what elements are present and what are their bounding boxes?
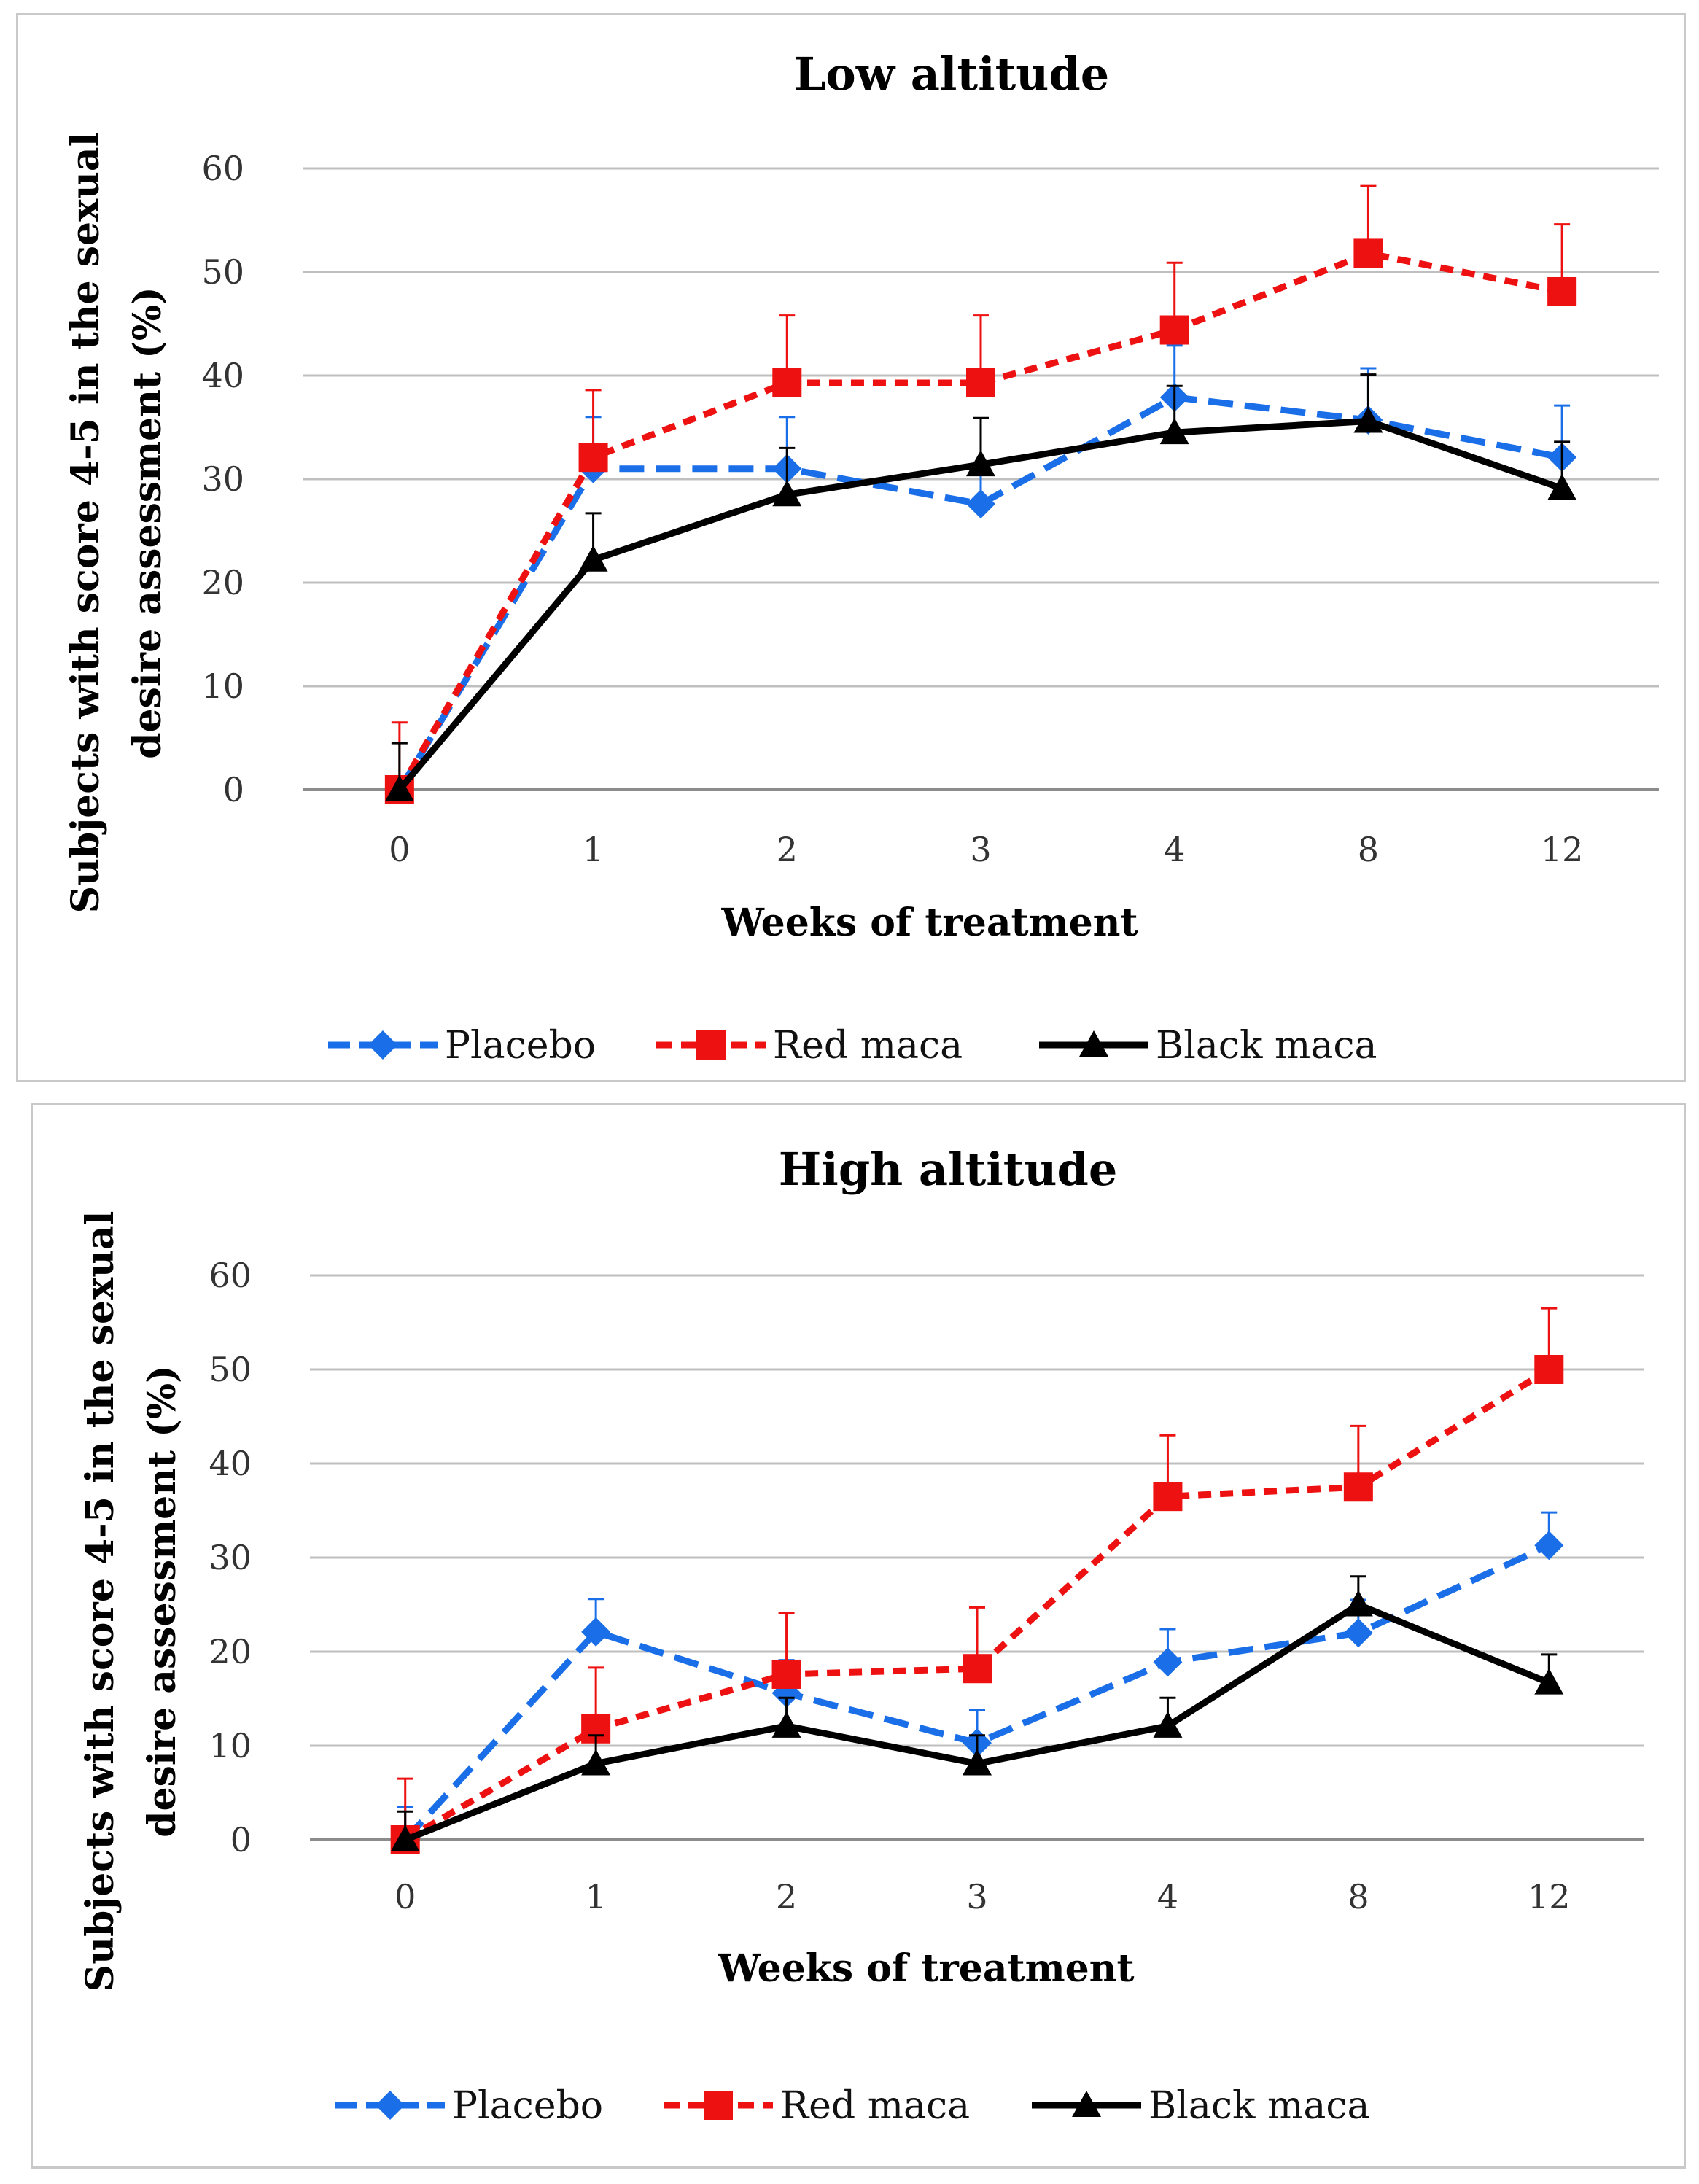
data-point (772, 480, 802, 507)
data-point (963, 1749, 992, 1776)
y-tick-label: 40 (201, 356, 244, 395)
x-axis-title: Weeks of treatment (720, 901, 1138, 945)
y-tick-label: 10 (209, 1726, 252, 1765)
x-tick-label: 1 (586, 1877, 607, 1916)
data-point (1159, 315, 1189, 345)
data-point (1547, 473, 1577, 500)
legend-label: Black maca (1148, 2084, 1369, 2128)
data-point (772, 368, 802, 397)
data-point (771, 1659, 801, 1689)
legend-item-red-maca: Red maca (664, 2084, 970, 2128)
y-tick-label: 50 (201, 252, 244, 292)
data-point (1153, 1711, 1183, 1738)
x-tick-label: 3 (966, 1877, 987, 1916)
series-placebo (384, 344, 1577, 804)
series-line (403, 1542, 1551, 1843)
data-point (578, 443, 608, 473)
data-point (963, 1654, 992, 1684)
legend-marker (1072, 2091, 1101, 2117)
legend-item-black-maca: Black maca (1039, 1024, 1377, 1068)
data-point (1534, 1531, 1564, 1561)
y-axis-title: desire assessment (%) (140, 1365, 184, 1838)
y-tick-label: 30 (209, 1538, 252, 1577)
x-tick-label: 2 (777, 830, 798, 869)
data-point (1343, 1472, 1373, 1502)
data-point (966, 450, 995, 477)
x-tick-label: 3 (970, 830, 991, 869)
series-red-maca (390, 1307, 1564, 1854)
data-point (581, 1749, 611, 1776)
y-tick-label: 30 (201, 459, 244, 499)
legend-label: Red maca (773, 1024, 963, 1068)
series-black-maca (384, 373, 1577, 801)
chart-panel-high-altitude: High altitude 0 10 20 30 40 50 60 0 1 2 3 4 8 12 Weeks … (31, 1103, 1686, 2169)
y-tick-label: 60 (201, 149, 244, 188)
data-point (1343, 1618, 1373, 1648)
legend-item-black-maca: Black maca (1032, 2084, 1369, 2128)
x-tick-label: 12 (1528, 1877, 1571, 1916)
chart-panel-low-altitude: Low altitude 0 10 20 30 40 50 60 0 1 2 3 4 8 12 Weeks o… (16, 13, 1686, 1082)
y-tick-label: 0 (223, 770, 244, 809)
x-axis-title: Weeks of treatment (717, 1946, 1134, 1991)
data-point (966, 368, 995, 397)
y-axis-title: Subjects with score 4-5 in the sexual (78, 1211, 123, 1992)
data-point (390, 1825, 420, 1851)
series-black-maca (390, 1575, 1564, 1851)
legend-item-red-maca: Red maca (656, 1024, 963, 1068)
y-axis-title: Subjects with score 4-5 in the sexual (63, 133, 108, 914)
legend-label: Placebo (445, 1024, 596, 1068)
legend-marker (1079, 1030, 1108, 1057)
legend-marker (368, 1030, 397, 1060)
data-point (1153, 1482, 1183, 1512)
x-tick-label: 8 (1358, 830, 1379, 869)
data-point (1353, 406, 1383, 433)
x-tick-label: 8 (1348, 1877, 1369, 1916)
y-tick-label: 10 (201, 667, 244, 706)
x-tick-label: 12 (1541, 830, 1584, 869)
data-point (1534, 1668, 1564, 1695)
data-point (1534, 1355, 1564, 1384)
data-point (1159, 418, 1189, 445)
y-tick-label: 20 (201, 563, 244, 602)
y-axis-title: desire assessment (%) (125, 287, 170, 759)
x-tick-label: 4 (1157, 1877, 1178, 1916)
x-tick-label: 0 (389, 830, 410, 869)
data-point (578, 545, 608, 572)
data-point (771, 1711, 801, 1738)
legend-marker (704, 2091, 733, 2120)
legend-item-placebo: Placebo (328, 1024, 596, 1068)
y-tick-label: 50 (209, 1350, 252, 1389)
legend-item-placebo: Placebo (335, 2084, 603, 2128)
x-tick-label: 0 (394, 1877, 416, 1916)
chart-title: High altitude (779, 1143, 1118, 1196)
data-point (1353, 238, 1383, 268)
data-point (966, 489, 995, 519)
y-tick-label: 0 (230, 1820, 252, 1859)
x-tick-label: 4 (1164, 830, 1185, 869)
chart-title: Low altitude (794, 47, 1109, 101)
data-point (384, 775, 414, 801)
data-point (1153, 1647, 1183, 1677)
y-tick-label: 60 (209, 1256, 252, 1295)
y-tick-label: 40 (209, 1444, 252, 1483)
legend-label: Placebo (452, 2084, 603, 2128)
legend-marker (696, 1030, 726, 1060)
y-tick-label: 20 (209, 1632, 252, 1671)
legend-marker (376, 2091, 405, 2120)
data-point (1547, 276, 1577, 306)
data-point (581, 1617, 611, 1647)
x-tick-label: 1 (583, 830, 604, 869)
x-tick-label: 2 (776, 1877, 797, 1916)
legend-label: Red maca (780, 2084, 970, 2128)
data-point (1343, 1590, 1373, 1617)
series-placebo (390, 1511, 1564, 1854)
legend-label: Black maca (1156, 1024, 1377, 1068)
